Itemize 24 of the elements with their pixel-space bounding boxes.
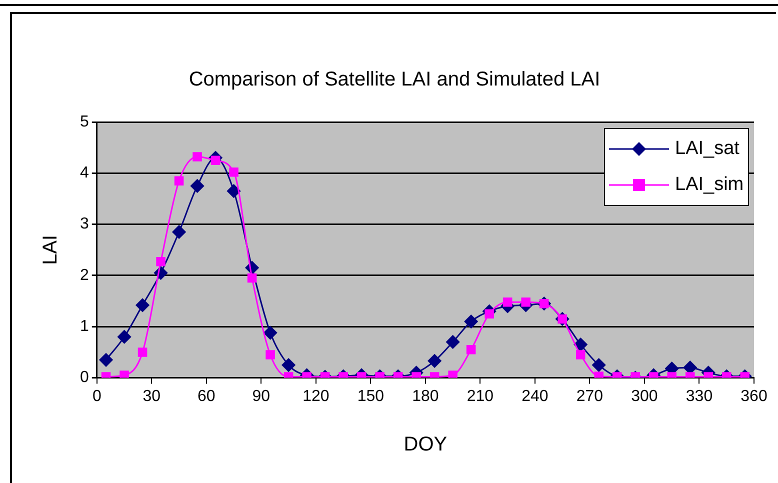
y-tick-label: 1 [80,318,89,336]
y-tick-label: 4 [80,164,89,182]
x-tick-label: 30 [142,388,161,405]
x-tick-label: 330 [686,388,713,405]
y-tick-label: 3 [80,216,89,233]
x-tick-label: 0 [92,388,102,405]
x-tick-label: 180 [412,388,439,405]
x-tick-label: 90 [252,388,270,405]
legend-label: LAI_sim [675,174,744,196]
y-tick-label: 0 [80,369,89,386]
legend-label: LAI_sat [675,138,740,160]
x-tick-label: 300 [631,388,658,405]
x-tick-label: 210 [466,388,494,405]
chart-title: Comparison of Satellite LAI and Simulated LAI [188,68,600,91]
x-tick-label: 360 [740,388,768,405]
x-tick-label: 150 [357,388,384,405]
x-tick-label: 240 [522,388,548,405]
y-tick-label: 5 [80,113,89,130]
y-tick-label: 2 [80,266,89,284]
x-tick-label: 60 [198,388,216,405]
x-tick-label: 120 [302,388,330,405]
x-axis-title: DOY [404,434,448,456]
y-axis-title: LAI [40,234,62,265]
x-tick-label: 270 [576,388,604,405]
